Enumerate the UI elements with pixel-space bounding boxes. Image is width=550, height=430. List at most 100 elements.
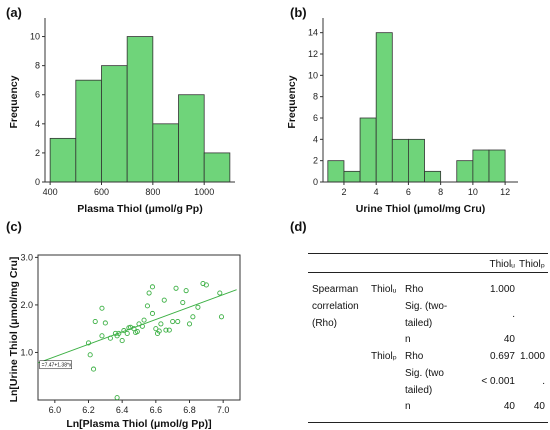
x-tick-label: 8 (438, 187, 443, 197)
x-tick-label: 600 (94, 187, 109, 197)
x-tick-label: 10 (468, 187, 478, 197)
x-tick-label: 12 (500, 187, 510, 197)
scatter-point (175, 319, 181, 325)
panel-c-letter: (c) (6, 219, 22, 234)
scatter-point (114, 395, 120, 401)
scatter-point (156, 328, 162, 334)
panel-d-letter: (d) (290, 219, 307, 234)
y-tick-label: 6 (35, 90, 40, 100)
scatter-point (217, 290, 223, 296)
scatter-point (173, 285, 179, 291)
value-thiol-p: 40 (533, 401, 545, 412)
scatter-point (186, 321, 193, 327)
y-tick-label: 6 (313, 113, 318, 123)
header-thiol-p: Thiolₚ (519, 259, 545, 270)
x-tick-label: 7.0 (217, 405, 230, 415)
statistic-label: Rho (405, 284, 424, 295)
scatter-point (180, 299, 186, 306)
x-tick-label: 800 (145, 187, 160, 197)
y-axis-title: Frequency (286, 75, 298, 128)
y-tick-label: 14 (308, 28, 318, 38)
x-tick-label: 4 (374, 187, 379, 197)
scatter-point (121, 328, 127, 334)
value-thiol-p: . (542, 376, 545, 387)
scatter-point (144, 303, 150, 309)
statistic-label: Sig. (two (405, 368, 444, 379)
value-thiol-u: 40 (503, 334, 515, 345)
value-thiol-u: 0.697 (489, 351, 515, 362)
histogram-bar (126, 36, 154, 183)
table-top-rule (308, 253, 548, 254)
header-thiol-u: Thiolᵤ (489, 259, 516, 270)
value-thiol-u: 40 (503, 401, 515, 412)
group-label: correlation (312, 301, 359, 312)
y-tick-label: 2 (35, 148, 40, 158)
scatter-point (139, 323, 145, 329)
scatter-point (163, 327, 169, 333)
y-tick-label: 4 (313, 134, 318, 144)
scatter-point (146, 290, 152, 296)
scatter-point (124, 330, 130, 336)
panel-b-letter: (b) (290, 5, 307, 20)
y-axis-title: Frequency (8, 75, 20, 128)
x-tick-label: 6.8 (183, 405, 196, 415)
fit-annotation-box (39, 360, 72, 370)
histogram-bar (101, 65, 128, 183)
value-thiol-u: . (512, 309, 515, 320)
x-tick-label: 6.6 (150, 405, 163, 415)
regression-line (37, 289, 237, 364)
y-tick-label: 8 (35, 61, 40, 71)
scatter-point (99, 305, 105, 311)
scatter-point (107, 335, 113, 341)
x-axis-title: Urine Thiol (μmol/mg Cru) (356, 203, 486, 215)
scatter-point (99, 333, 105, 339)
x-tick-label: 6.2 (82, 405, 95, 415)
x-tick-label: 6 (406, 187, 411, 197)
statistic-label: n (405, 334, 411, 345)
y-tick-label: 0 (35, 177, 40, 187)
value-thiol-p: 1.000 (519, 351, 545, 362)
table-bottom-rule (308, 422, 548, 423)
x-tick-label: 6.0 (49, 405, 62, 415)
histogram-bar (75, 79, 102, 183)
table-header-rule (308, 272, 548, 273)
x-tick-label: 400 (43, 187, 58, 197)
y-tick-label: 10 (30, 32, 40, 42)
group-label: Spearman (312, 284, 359, 295)
scatter-point (102, 320, 108, 326)
scatter-point (190, 314, 196, 320)
histogram-bar (152, 123, 179, 183)
scatter-point (85, 340, 92, 346)
y-tick-label: 8 (313, 92, 318, 102)
histogram-bar (178, 94, 205, 183)
scatter-point (166, 327, 172, 333)
y-tick-label: 2 (313, 156, 318, 166)
scatter-point (87, 352, 93, 358)
scatter-point (149, 284, 156, 290)
y-tick-label: 2.0 (20, 300, 33, 310)
y-tick-label: 0 (313, 177, 318, 187)
statistic-label: Sig. (two- (405, 301, 448, 312)
scatter-point (141, 317, 147, 323)
scatter-point (92, 319, 98, 325)
value-thiol-u: < 0.001 (481, 376, 515, 387)
statistic-label: tailed) (405, 385, 433, 396)
statistic-label: n (405, 401, 411, 412)
x-axis-title: Ln[Plasma Thiol (μmol/g Pp)] (66, 418, 211, 430)
y-tick-label: 10 (308, 70, 318, 80)
scatter-point (153, 326, 159, 332)
group-label: (Rho) (312, 318, 338, 329)
scatter-point (158, 321, 164, 327)
scatter-point (183, 288, 189, 294)
statistic-label: Rho (405, 351, 424, 362)
statistic-label: tailed) (405, 318, 433, 329)
scatter-point (116, 330, 122, 336)
scatter-point (161, 297, 167, 303)
scatter-point (170, 319, 176, 325)
y-axis-title: Ln[Urine Thiol (μmol/mg Cru] (8, 257, 20, 403)
variable-label: Thiolᵤ (371, 284, 397, 295)
variable-label: Thiolₚ (371, 351, 397, 362)
x-axis-title: Plasma Thiol (μmol/g Pp) (77, 203, 202, 215)
